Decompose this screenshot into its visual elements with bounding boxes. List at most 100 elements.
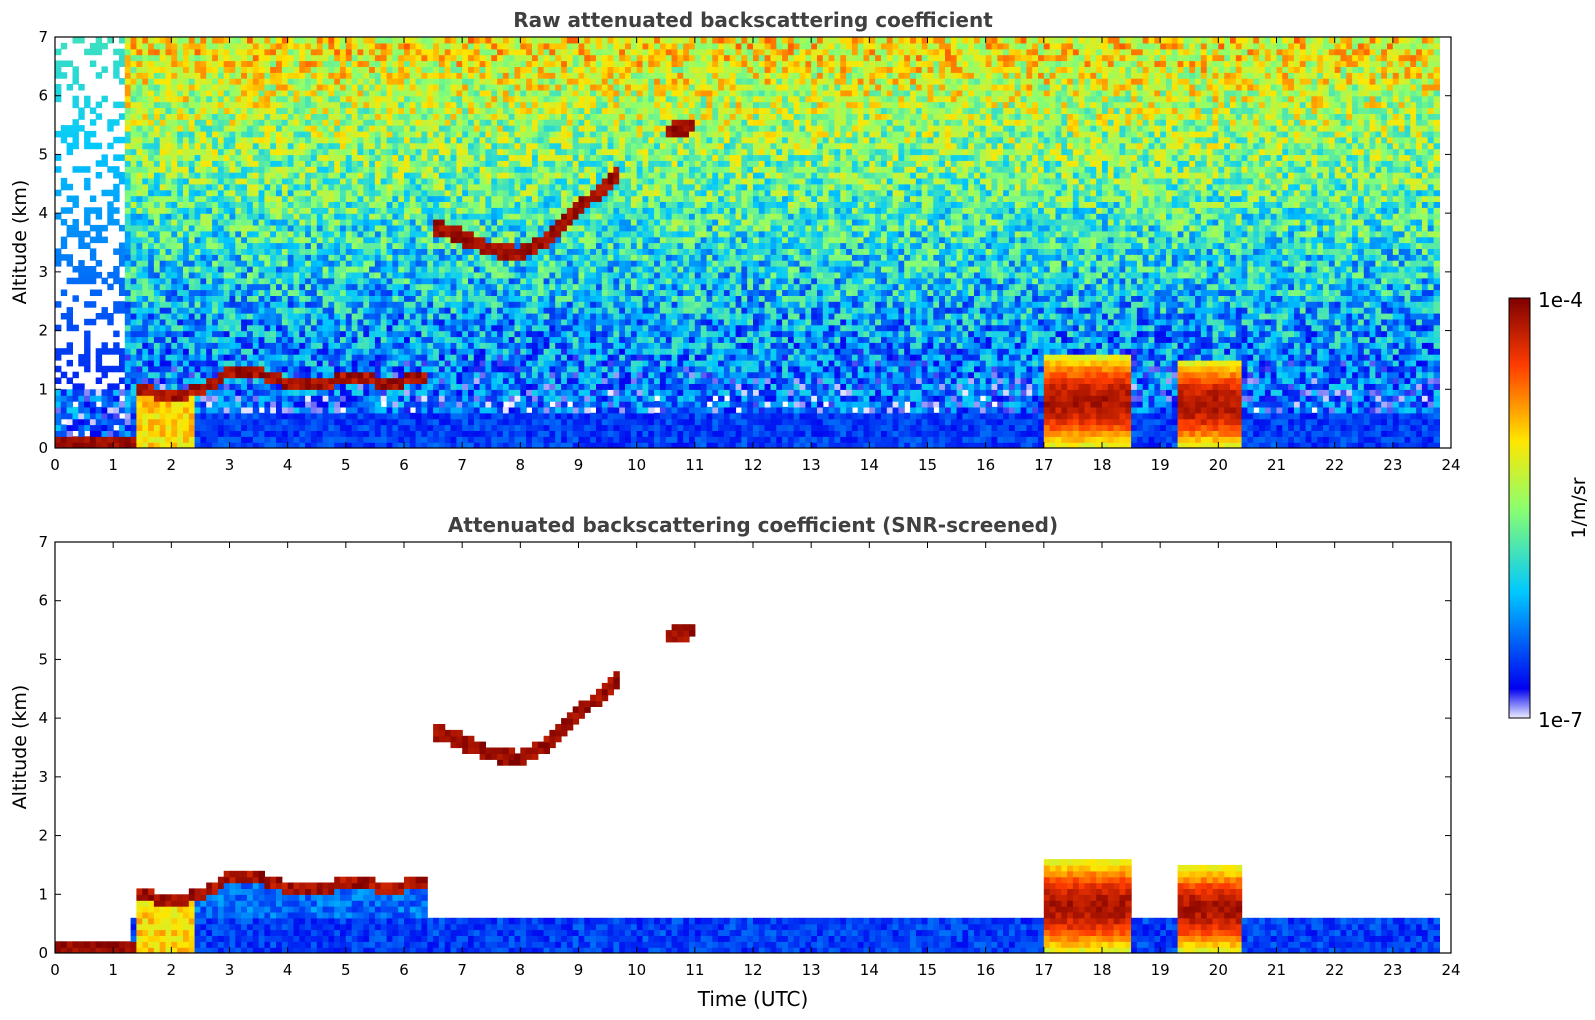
heatmap-cell (288, 178, 294, 185)
heatmap-cell (323, 178, 329, 185)
heatmap-cell (218, 436, 224, 443)
heatmap-cell (206, 49, 212, 56)
heatmap-cell (462, 131, 468, 138)
heatmap-cell (474, 360, 480, 367)
heatmap-cell (404, 354, 410, 361)
heatmap-cell (119, 154, 125, 161)
heatmap-cell (259, 430, 265, 437)
heatmap-cell (142, 207, 148, 214)
heatmap-cell (404, 248, 410, 255)
heatmap-cell (480, 219, 486, 226)
heatmap-cell (270, 231, 276, 238)
heatmap-cell (404, 401, 410, 408)
heatmap-cell (404, 407, 410, 414)
heatmap-cell (131, 231, 137, 238)
heatmap-cell (328, 207, 334, 214)
heatmap-cell (102, 436, 108, 443)
heatmap-cell (148, 143, 154, 150)
heatmap-cell (323, 360, 329, 367)
heatmap-cell (474, 243, 480, 250)
heatmap-cell (485, 78, 491, 85)
heatmap-cell (200, 389, 206, 396)
heatmap-cell (433, 401, 439, 408)
heatmap-cell (340, 231, 346, 238)
heatmap-cell (497, 295, 503, 302)
heatmap-cell (177, 378, 183, 385)
heatmap-cell (270, 301, 276, 308)
heatmap-cell (404, 196, 410, 203)
heatmap-cell (427, 295, 433, 302)
heatmap-cell (451, 131, 457, 138)
heatmap-cell (375, 61, 381, 68)
heatmap-cell (503, 243, 509, 250)
heatmap-cell (445, 290, 451, 297)
heatmap-cell (346, 266, 352, 273)
heatmap-cell (468, 207, 474, 214)
heatmap-cell (253, 237, 259, 244)
heatmap-cell (171, 272, 177, 279)
heatmap-cell (270, 383, 276, 390)
heatmap-cell (433, 55, 439, 62)
heatmap-cell (195, 37, 201, 44)
heatmap-cell (462, 266, 468, 273)
heatmap-cell (195, 278, 201, 285)
heatmap-cell (427, 366, 433, 373)
heatmap-cell (503, 178, 509, 185)
heatmap-cell (305, 389, 311, 396)
heatmap-cell (224, 331, 230, 338)
heatmap-cell (427, 96, 433, 103)
heatmap-cell (224, 389, 230, 396)
heatmap-cell (131, 66, 137, 73)
heatmap-cell (247, 395, 253, 402)
heatmap-cell (241, 149, 247, 156)
heatmap-cell (404, 319, 410, 326)
heatmap-cell (131, 425, 137, 432)
heatmap-cell (480, 201, 486, 208)
heatmap-cell (136, 389, 142, 396)
heatmap-cell (503, 166, 509, 173)
heatmap-cell (439, 72, 445, 79)
heatmap-cell (235, 201, 241, 208)
heatmap-cell (73, 143, 79, 150)
heatmap-cell (358, 143, 364, 150)
heatmap-cell (183, 354, 189, 361)
heatmap-cell (352, 125, 358, 132)
heatmap-cell (462, 154, 468, 161)
heatmap-cell (264, 219, 270, 226)
heatmap-cell (328, 201, 334, 208)
heatmap-cell (200, 237, 206, 244)
heatmap-cell (369, 419, 375, 426)
heatmap-cell (346, 201, 352, 208)
heatmap-cell (154, 84, 160, 91)
heatmap-cell (78, 278, 84, 285)
heatmap-cell (369, 61, 375, 68)
heatmap-cell (392, 278, 398, 285)
heatmap-cell (224, 213, 230, 220)
heatmap-cell (387, 342, 393, 349)
heatmap-cell (177, 37, 183, 44)
heatmap-cell (387, 219, 393, 226)
heatmap-cell (369, 407, 375, 414)
heatmap-cell (398, 243, 404, 250)
heatmap-cell (427, 201, 433, 208)
heatmap-cell (270, 78, 276, 85)
heatmap-cell (189, 389, 195, 396)
heatmap-cell (491, 354, 497, 361)
heatmap-cell (264, 102, 270, 109)
heatmap-cell (247, 96, 253, 103)
heatmap-cell (392, 113, 398, 120)
heatmap-cell (125, 90, 131, 97)
heatmap-cell (282, 149, 288, 156)
heatmap-cell (288, 430, 294, 437)
heatmap-cell (212, 319, 218, 326)
heatmap-cell (288, 360, 294, 367)
heatmap-cell (480, 78, 486, 85)
heatmap-cell (311, 272, 317, 279)
heatmap-cell (107, 389, 113, 396)
heatmap-cell (119, 354, 125, 361)
heatmap-cell (259, 61, 265, 68)
heatmap-cell (136, 225, 142, 232)
heatmap-cell (288, 307, 294, 314)
heatmap-cell (235, 325, 241, 332)
heatmap-cell (200, 178, 206, 185)
